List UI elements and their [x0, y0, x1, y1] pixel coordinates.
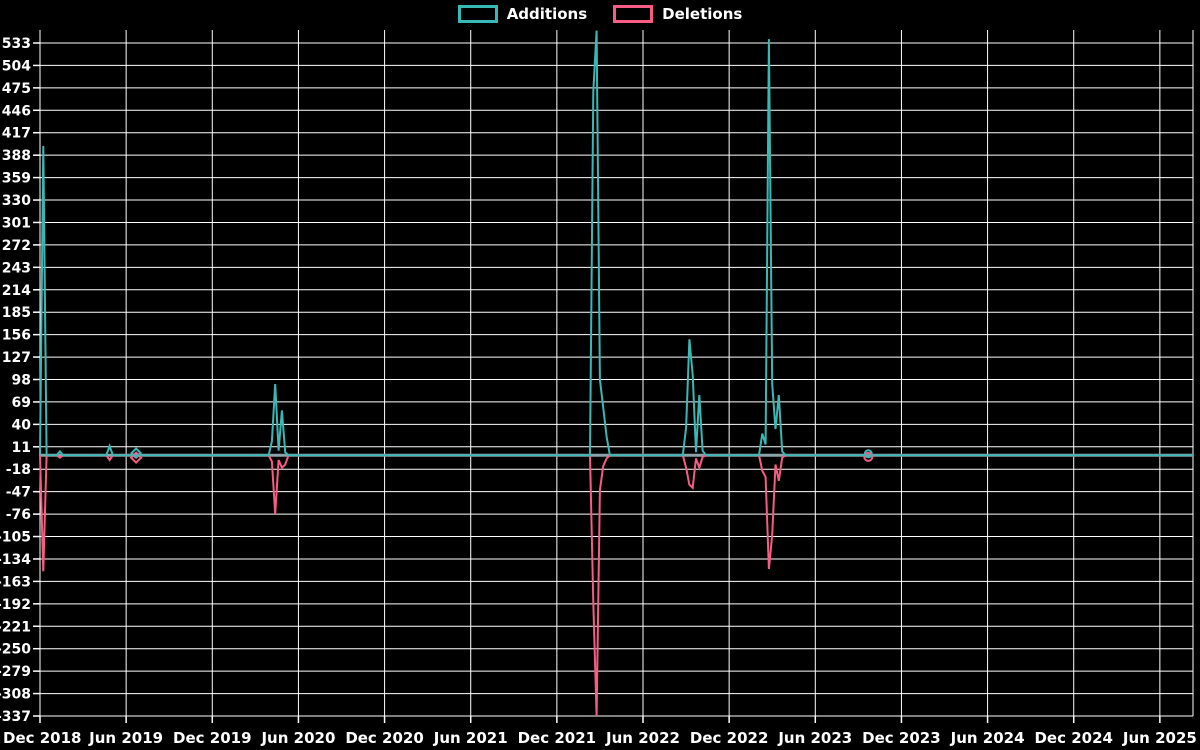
- legend-label-additions: Additions: [506, 5, 588, 23]
- legend-item-additions[interactable]: Additions: [457, 5, 588, 23]
- y-tick-label: -105: [0, 530, 31, 546]
- x-tick-label: Jun 2022: [605, 729, 680, 747]
- y-tick-label: 388: [2, 148, 31, 164]
- y-tick-label: 446: [2, 103, 31, 119]
- x-tick-label: Dec 2023: [862, 729, 941, 747]
- x-tick-label: Jun 2025: [1122, 729, 1197, 747]
- y-tick-label: -221: [0, 619, 31, 635]
- y-tick-label: 98: [12, 373, 31, 389]
- x-tick-label: Jun 2024: [950, 729, 1025, 747]
- y-tick-label: -250: [0, 642, 31, 658]
- x-tick-label: Dec 2021: [518, 729, 597, 747]
- y-tick-label: 11: [12, 440, 31, 456]
- y-tick-label: 156: [2, 328, 31, 344]
- x-tick-label: Dec 2020: [345, 729, 424, 747]
- additions-point-marker: [130, 447, 142, 459]
- deletions-line: [39, 454, 1193, 717]
- y-tick-label: 359: [2, 171, 31, 187]
- y-tick-label: -192: [0, 597, 31, 613]
- x-tick-label: Dec 2018: [3, 729, 82, 747]
- y-tick-label: -163: [0, 574, 31, 590]
- series-layer: [39, 30, 1193, 717]
- additions-line: [39, 30, 1193, 457]
- grid-layer: 533 504 475 446 417 388 359 330 301 272 243 214 185 1…: [0, 30, 1197, 747]
- y-tick-label: 533: [2, 36, 31, 52]
- deletions-point-marker: [863, 451, 874, 462]
- x-tick-label: Jun 2020: [260, 729, 335, 747]
- y-tick-label: -134: [0, 552, 31, 568]
- y-tick-label: -308: [0, 687, 31, 703]
- y-tick-label: 243: [2, 260, 31, 276]
- y-tick-label: 475: [2, 81, 31, 97]
- y-tick-label: 330: [2, 193, 31, 209]
- y-tick-label: 185: [2, 305, 31, 321]
- x-tick-label: Dec 2022: [690, 729, 769, 747]
- y-tick-label: 69: [12, 395, 31, 411]
- x-tick-label: Dec 2019: [173, 729, 252, 747]
- y-tick-label: -337: [0, 709, 31, 725]
- legend-label-deletions: Deletions: [662, 5, 743, 23]
- y-tick-label: -18: [6, 462, 31, 478]
- deletions-swatch-icon: [613, 5, 654, 23]
- x-tick-label: Jun 2023: [777, 729, 852, 747]
- y-tick-label: -279: [0, 664, 31, 680]
- chart-legend: Additions Deletions: [0, 5, 1200, 23]
- y-tick-label: 417: [2, 126, 31, 142]
- x-tick-label: Jun 2021: [433, 729, 508, 747]
- x-tick-label: Dec 2024: [1034, 729, 1113, 747]
- legend-item-deletions[interactable]: Deletions: [613, 5, 742, 23]
- additions-swatch-icon: [457, 5, 498, 23]
- additions-point-marker: [863, 449, 873, 459]
- y-tick-label: 301: [2, 215, 31, 231]
- deletions-point-marker: [129, 451, 143, 465]
- y-tick-label: -47: [6, 485, 31, 501]
- y-tick-label: -76: [6, 507, 31, 523]
- x-tick-label: Jun 2019: [88, 729, 163, 747]
- y-tick-label: 127: [2, 350, 31, 366]
- y-tick-label: 504: [2, 58, 31, 74]
- y-tick-label: 214: [2, 283, 31, 299]
- y-tick-label: 40: [12, 417, 32, 433]
- y-tick-label: 272: [2, 238, 31, 254]
